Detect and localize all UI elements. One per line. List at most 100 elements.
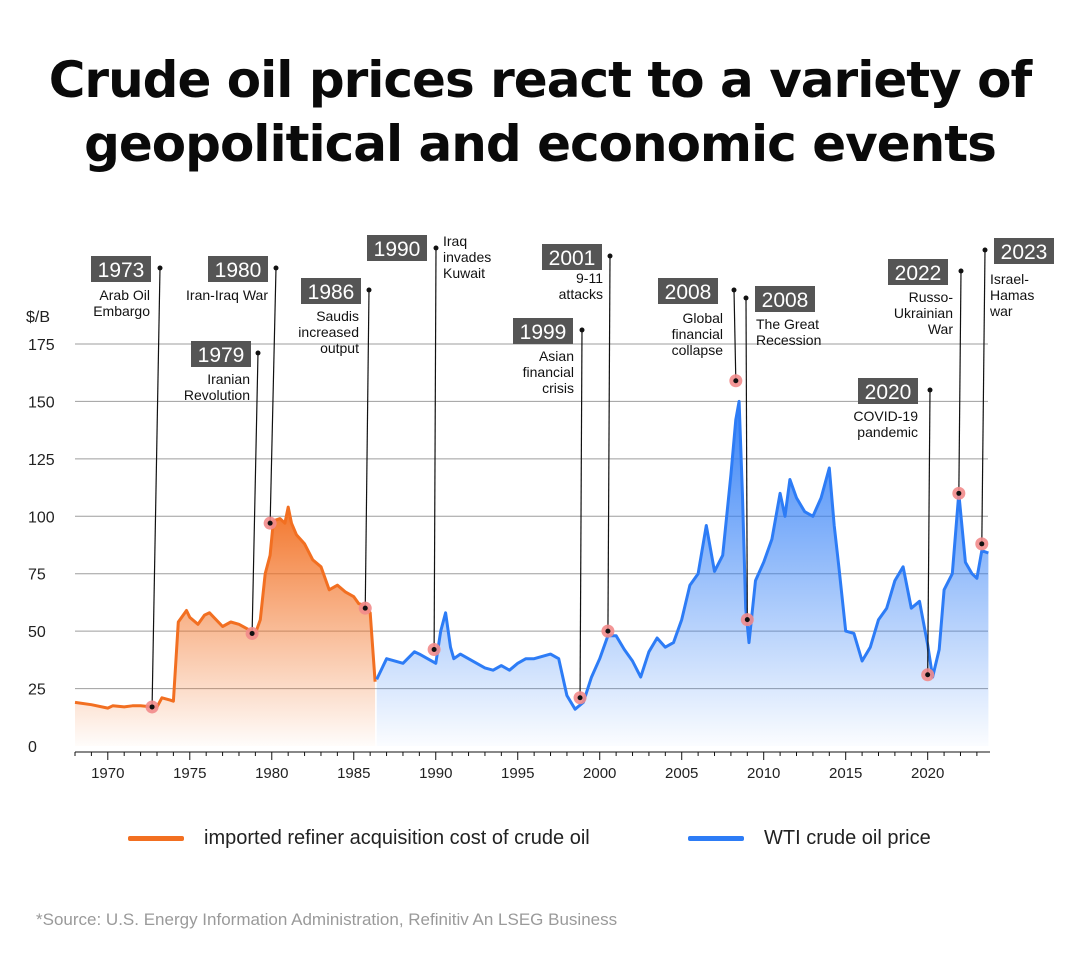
annotation-leader-dot <box>433 245 439 251</box>
x-tick-label-1990: 1990 <box>419 765 452 782</box>
annotation-leader <box>251 352 259 634</box>
annotation-leader <box>733 289 737 381</box>
annotation-leader <box>958 270 962 494</box>
series-line-1 <box>375 399 989 711</box>
annotation-label-line: Ukrainian <box>894 305 953 321</box>
chart-title: Crude oil prices react to a variety of g… <box>0 48 1080 176</box>
annotation-leader <box>745 297 748 620</box>
annotation-year-tag <box>191 341 251 367</box>
x-tick-label-2005: 2005 <box>665 765 698 782</box>
annotation-label-line: Iranian <box>207 371 250 387</box>
annotation-year-text: 1990 <box>374 238 421 261</box>
annotation-label-line: The Great <box>756 316 819 332</box>
x-tick-label-1985: 1985 <box>337 765 370 782</box>
annotation-label-line: invades <box>443 249 491 265</box>
annotation-marker-center <box>925 672 931 678</box>
annotation-label-line: War <box>928 321 953 337</box>
annotation-leader <box>151 267 161 707</box>
annotation-year-text: 2020 <box>865 381 912 404</box>
annotation-label-line: Embargo <box>93 303 150 319</box>
annotation-leader <box>364 289 370 609</box>
annotation-marker-center <box>979 541 985 547</box>
annotation-label-line: Kuwait <box>443 265 485 281</box>
annotation-label-line: financial <box>523 364 574 380</box>
legend-blue-label: WTI crude oil price <box>764 826 931 849</box>
y-tick-label-0: 0 <box>28 739 37 756</box>
annotation-label-line: financial <box>672 326 723 342</box>
chart-title-line-2: geopolitical and economic events <box>84 115 997 173</box>
annotation-leader <box>981 249 986 544</box>
annotation-marker-center <box>605 628 611 634</box>
y-tick-label-75: 75 <box>28 567 46 584</box>
y-tick-label-50: 50 <box>28 624 46 641</box>
x-tick-label-2020: 2020 <box>911 765 944 782</box>
annotation-label-line: Revolution <box>184 387 250 403</box>
annotation-label-line: Asian <box>539 348 574 364</box>
annotation-label-line: Arab Oil <box>99 287 150 303</box>
y-tick-label-175: 175 <box>28 337 55 354</box>
x-tick-label-1975: 1975 <box>173 765 206 782</box>
annotation-year-tag <box>888 259 948 285</box>
annotation-leader-dot <box>579 327 585 333</box>
annotation-leader <box>927 389 931 675</box>
annotation-leader-dot <box>927 387 933 393</box>
annotation-year-text: 1986 <box>308 281 355 304</box>
annotation-year-text: 2023 <box>1001 241 1048 264</box>
x-tick-label-2000: 2000 <box>583 765 616 782</box>
annotation-leader-dot <box>366 287 372 293</box>
legend-blue: WTI crude oil price <box>688 824 931 852</box>
legend-orange-label: imported refiner acquisition cost of cru… <box>204 826 590 849</box>
annotation-leader <box>269 267 277 524</box>
annotation-year-text: 2008 <box>762 289 809 312</box>
annotation-label-line: Global <box>683 310 723 326</box>
annotation-label-line: 9-11 <box>576 270 603 286</box>
y-tick-label-125: 125 <box>28 452 55 469</box>
annotation-year-text: 2001 <box>549 247 596 270</box>
annotation-leader-dot <box>743 295 749 301</box>
annotation-label-line: war <box>989 303 1013 319</box>
annotation-leader <box>579 329 583 698</box>
annotation-1980-2: 1980 Iran-Iraq War <box>186 256 279 530</box>
x-tick-label-1980: 1980 <box>255 765 288 782</box>
annotation-leader-dot <box>982 247 988 253</box>
annotation-leader-dot <box>731 287 737 293</box>
annotation-leader-dot <box>958 268 964 274</box>
annotation-year-tag <box>994 238 1054 264</box>
annotation-label-line: collapse <box>672 342 724 358</box>
annotation-year-text: 1979 <box>198 344 245 367</box>
annotation-label-line: COVID-19 <box>853 408 918 424</box>
annotation-label-line: increased <box>298 324 359 340</box>
legend-orange: imported refiner acquisition cost of cru… <box>128 824 590 852</box>
y-tick-label-150: 150 <box>28 394 55 411</box>
legend-blue-swatch <box>688 835 744 841</box>
annotation-year-text: 1973 <box>98 259 145 282</box>
annotation-year-text: 2022 <box>895 262 942 285</box>
annotation-marker-center <box>956 490 962 496</box>
annotation-leader-dot <box>273 265 279 271</box>
annotation-label-line: Recession <box>756 332 821 348</box>
annotation-year-tag <box>367 235 427 261</box>
x-tick-label-2010: 2010 <box>747 765 780 782</box>
y-tick-label-25: 25 <box>28 682 46 699</box>
annotation-marker-center <box>149 704 155 710</box>
y-tick-label-100: 100 <box>28 509 55 526</box>
annotation-label-line: Israel- <box>990 271 1029 287</box>
annotation-label-line: pandemic <box>857 424 918 440</box>
annotation-leader <box>607 255 611 632</box>
annotation-year-tag <box>755 286 815 312</box>
annotation-year-tag <box>658 278 718 304</box>
x-tick-label-2015: 2015 <box>829 765 862 782</box>
annotation-marker-center <box>733 378 739 384</box>
annotation-year-tag <box>91 256 151 282</box>
annotation-label-line: Iran-Iraq War <box>186 287 268 303</box>
annotation-label-line: Russo- <box>909 289 954 305</box>
